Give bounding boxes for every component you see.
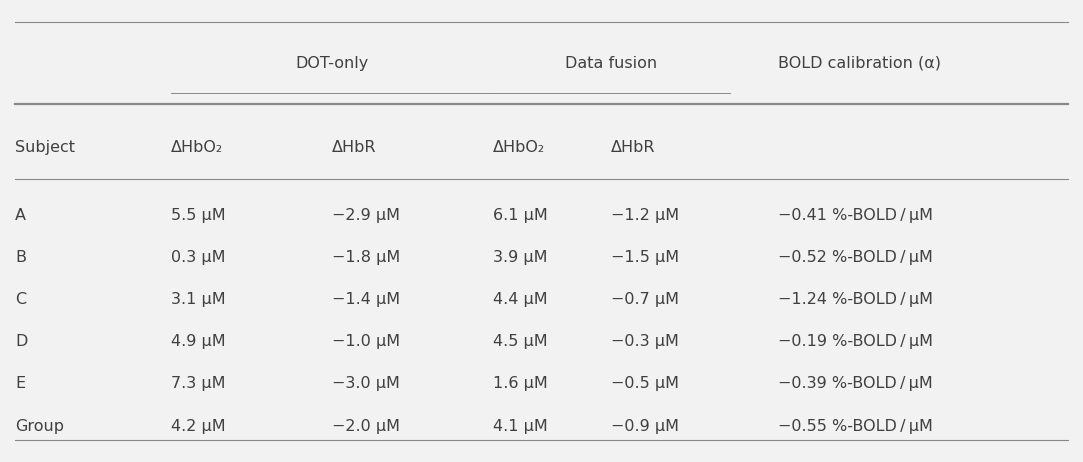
Text: −0.9 μM: −0.9 μM bbox=[611, 419, 679, 433]
Text: 4.9 μM: 4.9 μM bbox=[171, 334, 225, 349]
Text: 6.1 μM: 6.1 μM bbox=[493, 207, 548, 223]
Text: Subject: Subject bbox=[15, 140, 75, 155]
Text: −0.3 μM: −0.3 μM bbox=[611, 334, 679, 349]
Text: 4.2 μM: 4.2 μM bbox=[171, 419, 225, 433]
Text: 4.5 μM: 4.5 μM bbox=[493, 334, 548, 349]
Text: DOT-only: DOT-only bbox=[296, 55, 368, 71]
Text: 1.6 μM: 1.6 μM bbox=[493, 377, 548, 391]
Text: 3.1 μM: 3.1 μM bbox=[171, 292, 225, 307]
Text: −0.41 %-BOLD / μM: −0.41 %-BOLD / μM bbox=[778, 207, 932, 223]
Text: 0.3 μM: 0.3 μM bbox=[171, 250, 225, 265]
Text: −1.0 μM: −1.0 μM bbox=[332, 334, 400, 349]
Text: −0.19 %-BOLD / μM: −0.19 %-BOLD / μM bbox=[778, 334, 932, 349]
Text: −1.8 μM: −1.8 μM bbox=[332, 250, 401, 265]
Text: −1.24 %-BOLD / μM: −1.24 %-BOLD / μM bbox=[778, 292, 932, 307]
Text: −0.5 μM: −0.5 μM bbox=[611, 377, 679, 391]
Text: ΔHbO₂: ΔHbO₂ bbox=[493, 140, 545, 155]
Text: −1.5 μM: −1.5 μM bbox=[611, 250, 679, 265]
Text: 4.1 μM: 4.1 μM bbox=[493, 419, 548, 433]
Text: 7.3 μM: 7.3 μM bbox=[171, 377, 225, 391]
Text: BOLD calibration (α): BOLD calibration (α) bbox=[778, 55, 941, 71]
Text: −0.52 %-BOLD / μM: −0.52 %-BOLD / μM bbox=[778, 250, 932, 265]
Text: A: A bbox=[15, 207, 26, 223]
Text: −0.55 %-BOLD / μM: −0.55 %-BOLD / μM bbox=[778, 419, 932, 433]
Text: B: B bbox=[15, 250, 26, 265]
Text: ΔHbO₂: ΔHbO₂ bbox=[171, 140, 223, 155]
Text: D: D bbox=[15, 334, 27, 349]
Text: −3.0 μM: −3.0 μM bbox=[332, 377, 400, 391]
Text: E: E bbox=[15, 377, 25, 391]
Text: Group: Group bbox=[15, 419, 64, 433]
Text: −1.4 μM: −1.4 μM bbox=[332, 292, 400, 307]
Text: −2.0 μM: −2.0 μM bbox=[332, 419, 400, 433]
Text: ΔHbR: ΔHbR bbox=[332, 140, 377, 155]
Text: C: C bbox=[15, 292, 26, 307]
Text: 3.9 μM: 3.9 μM bbox=[493, 250, 548, 265]
Text: ΔHbR: ΔHbR bbox=[611, 140, 656, 155]
Text: 4.4 μM: 4.4 μM bbox=[493, 292, 548, 307]
Text: −0.39 %-BOLD / μM: −0.39 %-BOLD / μM bbox=[778, 377, 932, 391]
Text: −1.2 μM: −1.2 μM bbox=[611, 207, 679, 223]
Text: −0.7 μM: −0.7 μM bbox=[611, 292, 679, 307]
Text: −2.9 μM: −2.9 μM bbox=[332, 207, 400, 223]
Text: Data fusion: Data fusion bbox=[565, 55, 657, 71]
Text: 5.5 μM: 5.5 μM bbox=[171, 207, 225, 223]
